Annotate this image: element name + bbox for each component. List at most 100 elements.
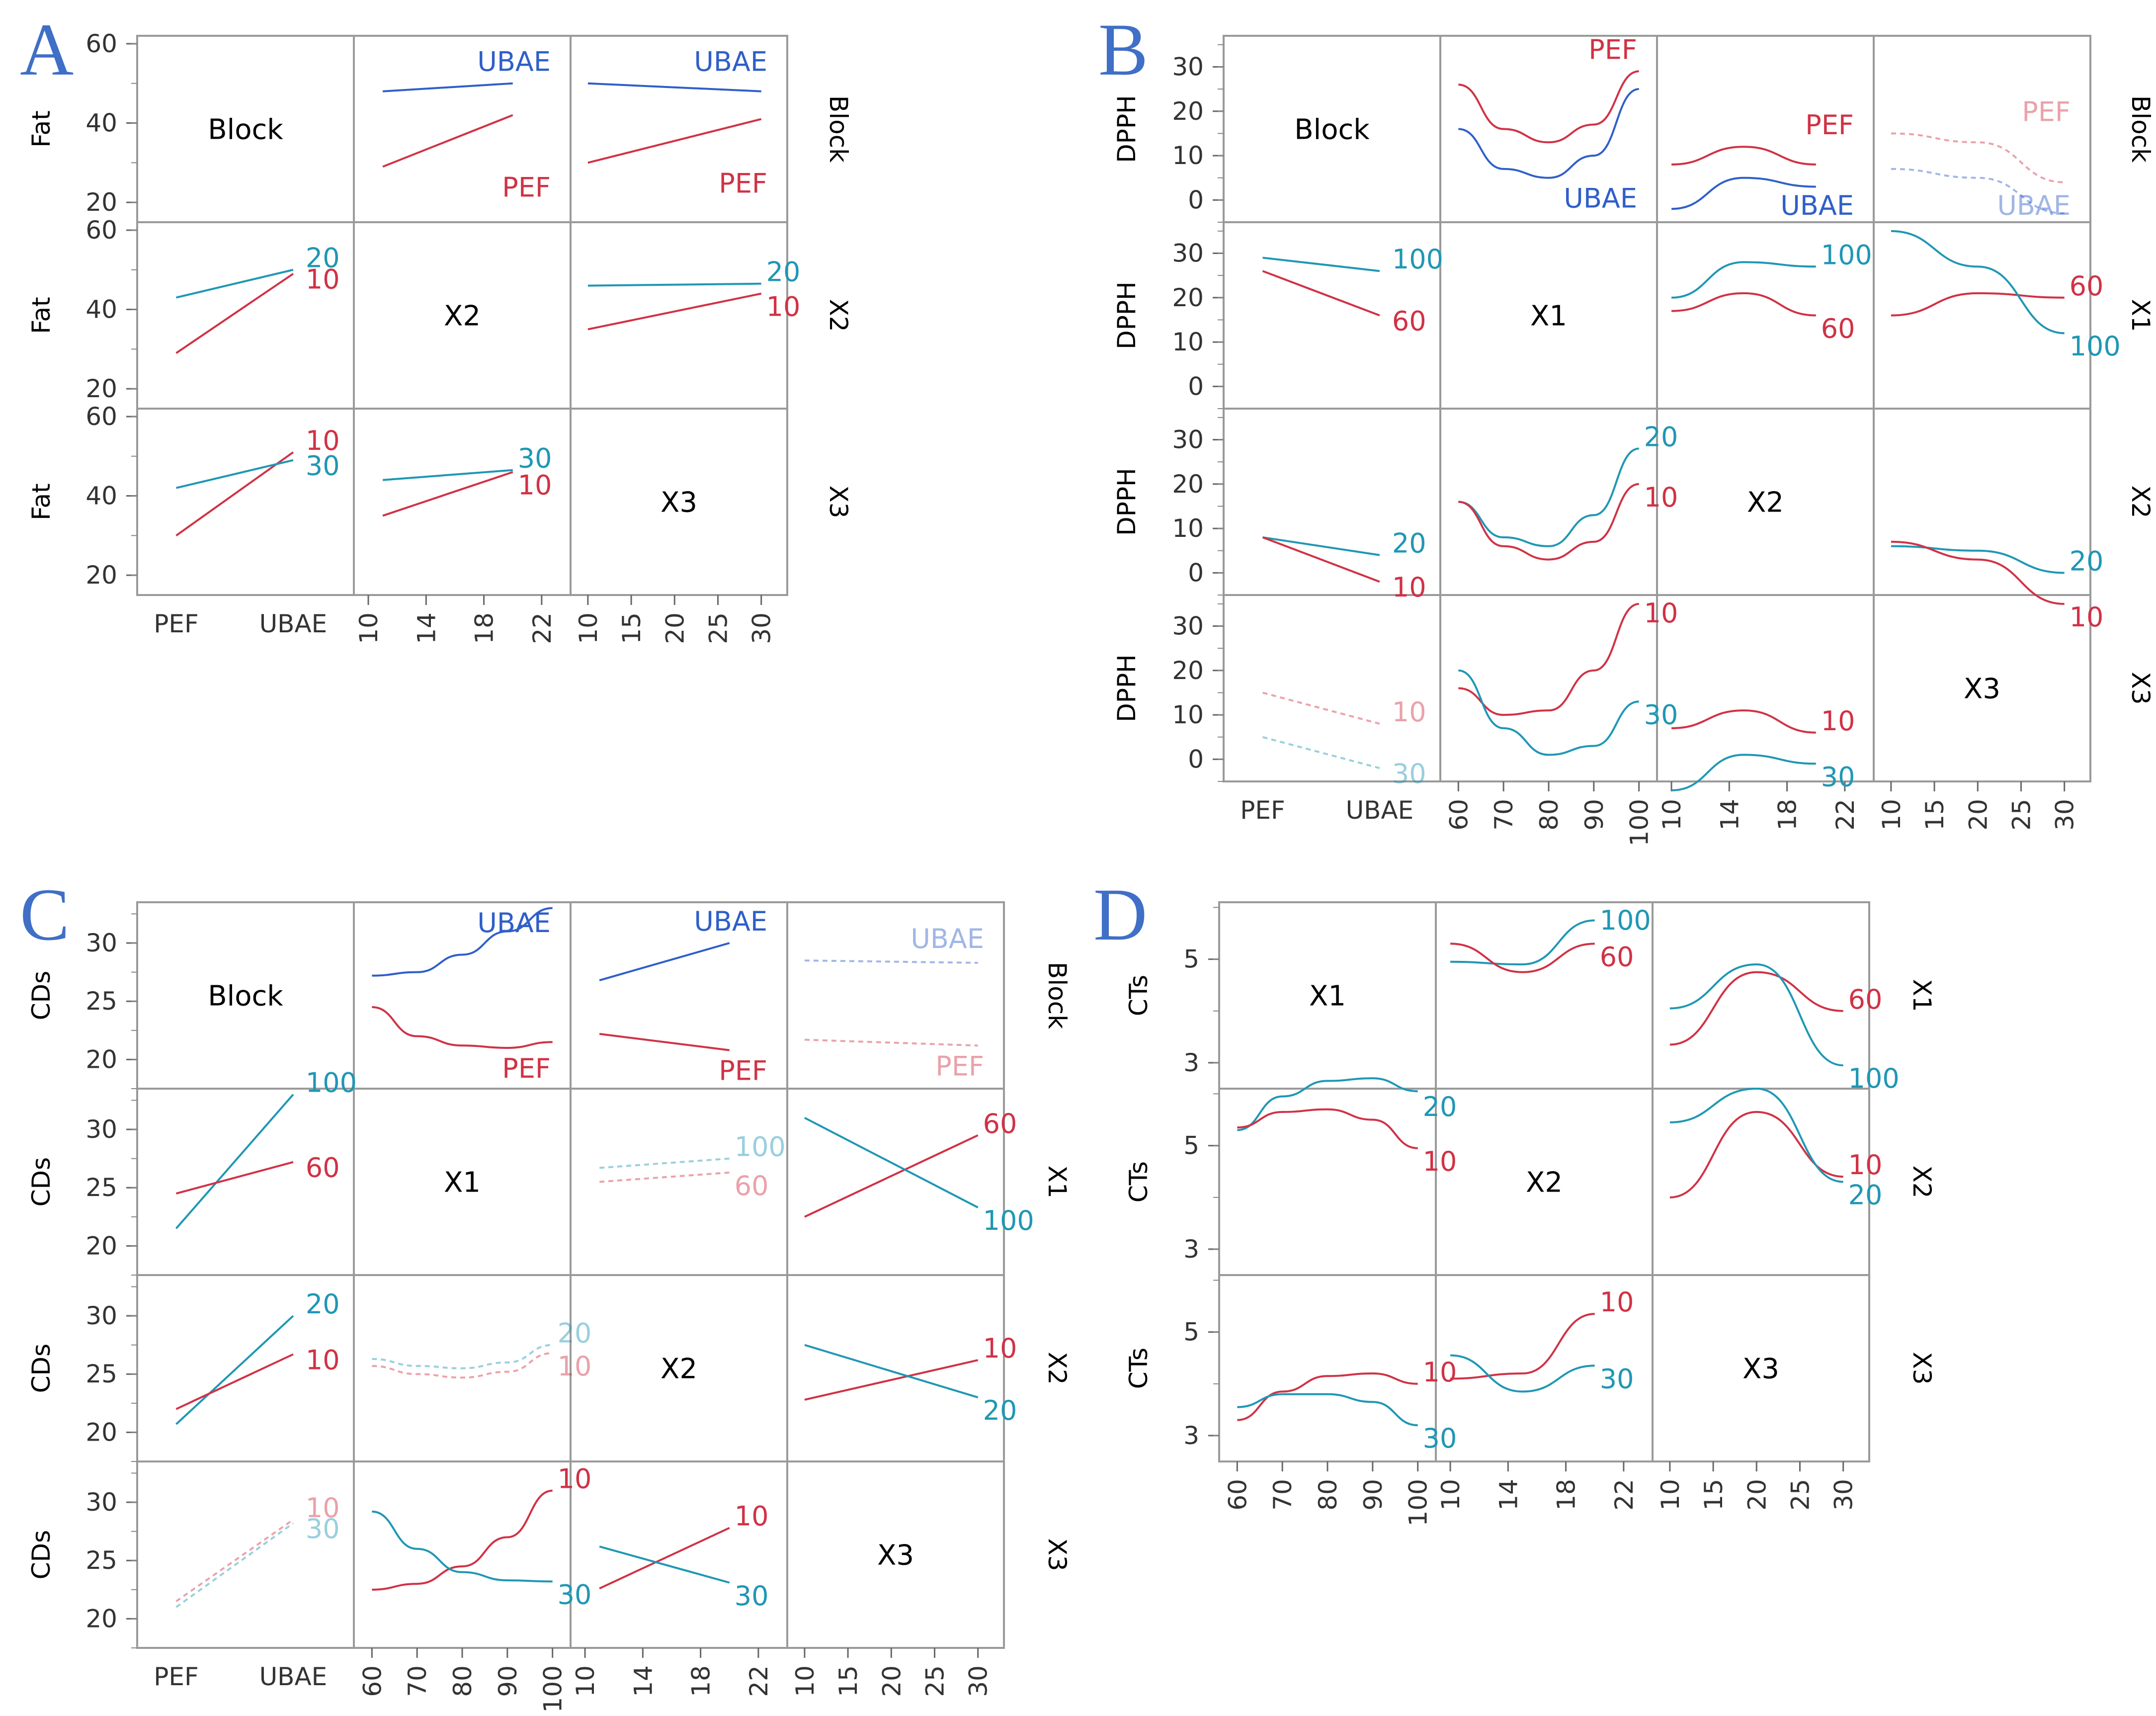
x-tick-label: 22 <box>528 612 557 644</box>
series-label: 60 <box>1848 984 1883 1015</box>
y-tick-label: 3 <box>1183 1048 1199 1077</box>
series-label: 10 <box>1392 572 1426 603</box>
series-line <box>175 451 294 536</box>
side-label: X2 <box>1907 1165 1936 1198</box>
cell-frame <box>1223 408 1441 596</box>
series-line <box>1669 1087 1843 1183</box>
x-tick-label: 15 <box>834 1665 863 1697</box>
side-label: Block <box>2126 95 2155 163</box>
series-label: PEF <box>1588 34 1637 65</box>
series-line <box>1458 447 1639 547</box>
panel-letter: C <box>20 873 70 956</box>
series-line <box>1262 270 1380 317</box>
x-tick-label: 10 <box>791 1665 820 1697</box>
cell-frame <box>786 1088 1005 1276</box>
series-label: UBAE <box>694 46 767 78</box>
y-tick-label: 10 <box>1172 514 1204 543</box>
series-line <box>599 1032 730 1051</box>
x-tick-label: 80 <box>448 1665 477 1697</box>
series-label: 100 <box>735 1131 786 1163</box>
series-label: 20 <box>766 257 801 288</box>
series-line <box>599 942 730 981</box>
diagonal-label: X3 <box>661 487 697 519</box>
series-label: 10 <box>735 1501 769 1532</box>
series-label: 10 <box>306 1344 340 1375</box>
series-label: 10 <box>1644 482 1678 513</box>
x-tick-label: 15 <box>617 612 646 644</box>
series-label: 20 <box>1848 1180 1883 1211</box>
series-label: PEF <box>719 168 767 199</box>
x-tick-label: 70 <box>403 1665 432 1697</box>
x-tick-label: 60 <box>1444 799 1473 831</box>
x-tick-label: UBAE <box>259 1662 328 1691</box>
panel-a: A Block Block X2 X2 X3 X3 Fat 20 40 60 Fat 20 40 60 Fat… <box>20 8 853 644</box>
x-tick-label: 100 <box>539 1665 568 1713</box>
y-tick-label: 5 <box>1183 945 1199 974</box>
cell-frame <box>353 1460 572 1649</box>
side-label: X3 <box>2126 672 2155 704</box>
series-line <box>1669 971 1843 1046</box>
x-tick-label: 100 <box>1625 799 1654 846</box>
series-line <box>1458 602 1639 716</box>
x-tick-label: 30 <box>1829 1479 1858 1511</box>
series-line <box>599 1171 730 1183</box>
series-label: 20 <box>1392 528 1426 559</box>
diagonal-label: X1 <box>444 1167 481 1199</box>
y-tick-label: 30 <box>85 1115 117 1144</box>
y-tick-label: 20 <box>1172 656 1204 685</box>
x-tick-label: 10 <box>354 612 383 644</box>
cell-frame <box>1223 594 1441 782</box>
y-axis-label: CDs <box>27 1344 56 1393</box>
y-tick-label: 0 <box>1188 372 1204 401</box>
diagonal-label: Block <box>208 114 283 146</box>
series-line <box>1891 168 2065 215</box>
diagonal-label: X3 <box>877 1540 914 1572</box>
y-tick-label: 40 <box>85 482 117 511</box>
y-tick-label: 60 <box>85 216 117 245</box>
series-label: 20 <box>983 1395 1017 1426</box>
y-tick-label: 30 <box>85 929 117 957</box>
diagonal-label: X1 <box>1309 980 1346 1013</box>
series-label: 30 <box>1392 758 1426 789</box>
series-line <box>1891 545 2065 574</box>
cell-frame <box>786 1460 1005 1649</box>
series-label: UBAE <box>694 906 767 937</box>
series-label: 10 <box>306 1492 340 1524</box>
y-axis-label: CTs <box>1124 1161 1153 1202</box>
series-label: 10 <box>1423 1357 1457 1388</box>
series-label: 60 <box>306 1152 340 1184</box>
y-tick-label: 25 <box>85 1360 117 1388</box>
series-label: 100 <box>2070 331 2121 362</box>
cell-frame <box>1656 594 1875 782</box>
side-label: X1 <box>2126 299 2155 332</box>
x-tick-label: PEF <box>154 1662 199 1691</box>
x-tick-label: 60 <box>1223 1479 1252 1511</box>
x-tick-label: 10 <box>571 1665 600 1697</box>
series-line <box>175 1353 294 1410</box>
series-line <box>1450 1354 1595 1393</box>
x-tick-label: UBAE <box>1346 796 1414 825</box>
y-axis-label: DPPH <box>1112 654 1141 722</box>
series-line <box>175 1161 294 1195</box>
diagonal-label: X3 <box>1964 673 2000 705</box>
series-line <box>1891 230 2065 335</box>
y-tick-label: 20 <box>1172 283 1204 312</box>
series-line <box>1671 176 1816 210</box>
series-label: 20 <box>306 1288 340 1320</box>
panel-letter: D <box>1093 873 1147 956</box>
x-tick-label: 18 <box>1552 1479 1581 1511</box>
x-tick-label: 60 <box>358 1665 387 1697</box>
x-tick-label: 14 <box>412 612 441 644</box>
series-label: 100 <box>983 1205 1034 1236</box>
x-tick-label: 20 <box>1742 1479 1771 1511</box>
series-label: 10 <box>306 264 340 295</box>
series-line <box>1669 963 1843 1067</box>
series-line <box>1458 483 1639 561</box>
series-line <box>1891 292 2065 317</box>
y-axis-label: CDs <box>27 1530 56 1579</box>
x-tick-label: 18 <box>470 612 499 644</box>
series-line <box>1237 1108 1418 1149</box>
series-label: 60 <box>2070 270 2104 302</box>
x-tick-label: 10 <box>574 612 603 644</box>
